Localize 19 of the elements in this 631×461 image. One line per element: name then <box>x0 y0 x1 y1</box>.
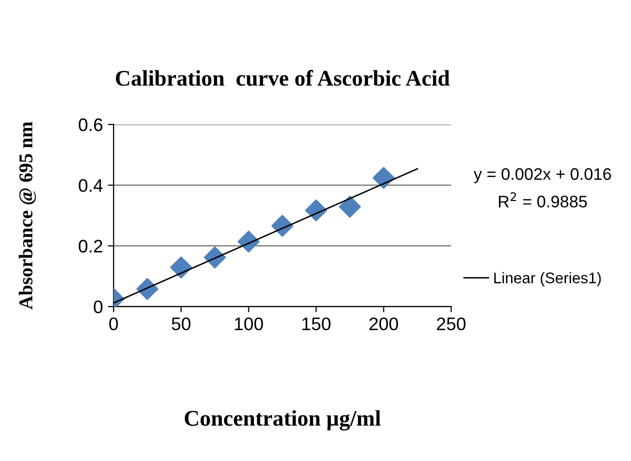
y-tick-label: 0.2 <box>78 240 102 253</box>
chart-title: Calibration curve of Ascorbic Acid <box>116 70 450 86</box>
text: R$^{2}$ = 0.9885 <box>498 192 587 208</box>
x-tick-label: 150 <box>302 317 330 330</box>
x-tick-label: 250 <box>437 317 466 330</box>
y-tick-label: 0 <box>94 300 102 314</box>
y-tick-label: 0.6 <box>78 118 102 132</box>
x-tick-label: 100 <box>234 317 263 330</box>
point <box>170 256 192 278</box>
x-tick-label: 200 <box>369 317 398 330</box>
y-axis-title: Absorbance @ 695 nm <box>18 122 36 310</box>
legend-label: Linear (Series1) <box>494 272 601 286</box>
y-tick-label: 0.4 <box>78 179 103 192</box>
point <box>372 166 395 189</box>
point <box>338 196 361 218</box>
x-tick-label: 0 <box>109 317 118 330</box>
x-axis-title: Concentration µg/ml <box>184 410 381 431</box>
x-tick-label: 50 <box>172 317 190 330</box>
text: y = 0.002x + 0.016 <box>474 168 611 184</box>
